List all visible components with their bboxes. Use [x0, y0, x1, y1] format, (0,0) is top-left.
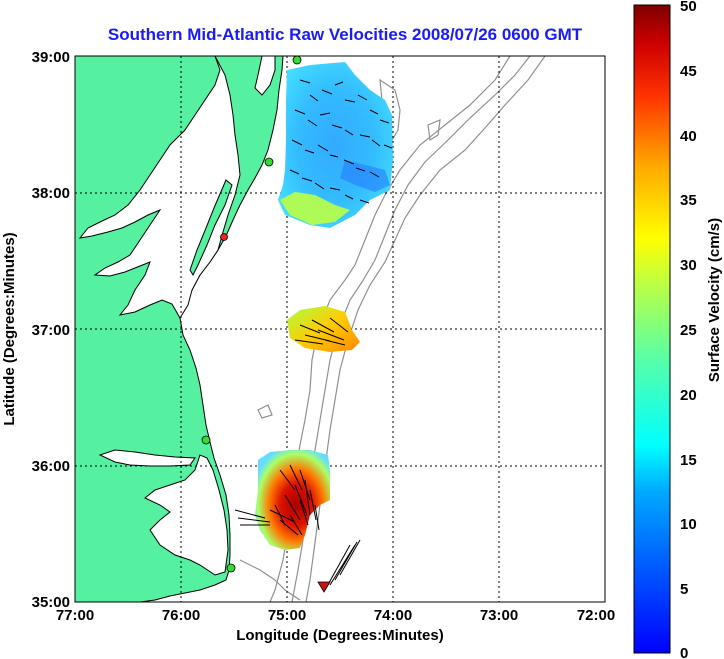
colorbar-tick-label: 35 [680, 192, 697, 209]
y-tick-label: 36:00 [32, 458, 70, 475]
x-tick-label: 75:00 [268, 607, 306, 624]
colorbar-tick-label: 15 [680, 452, 697, 469]
barrier-island [189, 179, 233, 277]
colorbar-tick-label: 30 [680, 257, 697, 274]
y-tick-label: 35:00 [32, 594, 70, 611]
velocity-arrows [234, 79, 393, 591]
map-title: Southern Mid-Atlantic Raw Velocities 200… [108, 25, 583, 44]
colorbar-tick-label: 10 [680, 516, 697, 533]
albemarle-sound [98, 449, 196, 467]
colorbar-tick-label: 45 [680, 63, 697, 80]
x-tick-label: 76:00 [162, 607, 200, 624]
colorbar-tick-label: 40 [680, 128, 697, 145]
colorbar-tick-label: 20 [680, 387, 697, 404]
plot-frame [74, 55, 606, 603]
colorbar-tick-labels: 50 45 40 35 30 25 20 15 10 5 0 [680, 0, 697, 659]
x-tick-label: 73:00 [480, 607, 518, 624]
delaware-bay [254, 56, 276, 96]
x-tick-label: 72:00 [577, 607, 615, 624]
y-tick-labels: 39:00 38:00 37:00 36:00 35:00 [32, 49, 70, 611]
colorbar-tick-label: 25 [680, 322, 697, 339]
radar-stations [201, 56, 302, 573]
red-triangle-marker [317, 581, 331, 593]
colorbar-tick-label: 5 [680, 581, 688, 598]
station-marker [201, 435, 211, 445]
colorbar-tick-label: 0 [680, 645, 688, 659]
x-tick-label: 74:00 [374, 607, 412, 624]
station-marker [220, 233, 228, 241]
colorbar-tick-label: 50 [680, 0, 697, 15]
y-axis-label: Latitude (Degrees:Minutes) [1, 232, 18, 425]
x-tick-label: 77:00 [56, 607, 94, 624]
station-marker [226, 563, 236, 573]
velocity-field-north-cool [340, 160, 390, 192]
y-tick-label: 39:00 [32, 49, 70, 66]
x-axis-label: Longitude (Degrees:Minutes) [236, 627, 444, 644]
colorbar-label: Surface Velocity (cm/s) [706, 218, 723, 382]
y-tick-label: 38:00 [32, 185, 70, 202]
station-marker [292, 56, 302, 65]
station-marker [264, 157, 274, 167]
x-tick-labels: 77:00 76:00 75:00 74:00 73:00 72:00 [56, 607, 615, 624]
velocity-field-north-warm [280, 192, 350, 225]
velocity-field-south [255, 450, 330, 550]
colorbar [633, 4, 671, 654]
plot-area [75, 56, 605, 602]
y-tick-label: 37:00 [32, 322, 70, 339]
pamlico-sound [144, 454, 229, 576]
velocity-field-central [287, 306, 360, 352]
